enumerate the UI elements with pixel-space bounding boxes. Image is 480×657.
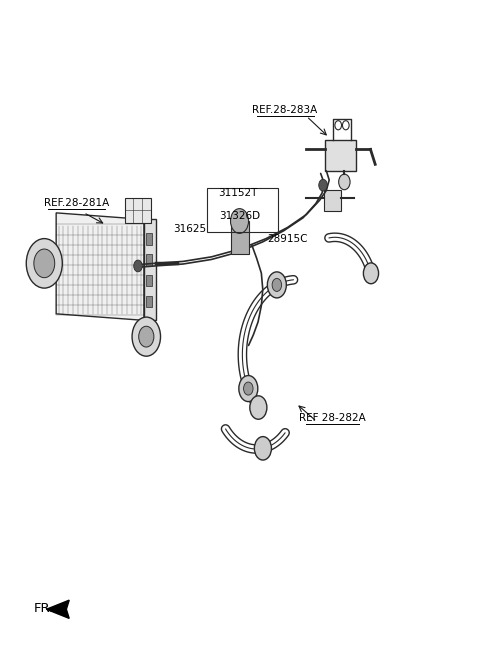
Circle shape xyxy=(139,327,154,347)
Circle shape xyxy=(250,396,267,419)
Bar xyxy=(207,188,278,232)
Circle shape xyxy=(319,179,327,191)
Bar xyxy=(125,198,151,223)
Text: 31152T: 31152T xyxy=(218,188,257,198)
Text: REF 28-282A: REF 28-282A xyxy=(299,413,366,423)
Bar xyxy=(146,275,153,286)
Text: 28915C: 28915C xyxy=(267,234,308,244)
Circle shape xyxy=(230,209,249,233)
Circle shape xyxy=(342,121,349,130)
Circle shape xyxy=(243,382,253,395)
Bar xyxy=(146,233,153,245)
Text: 31625: 31625 xyxy=(174,224,207,234)
Bar xyxy=(146,296,153,307)
Polygon shape xyxy=(47,600,69,618)
Circle shape xyxy=(26,238,62,288)
Circle shape xyxy=(363,263,379,284)
Circle shape xyxy=(272,279,282,292)
Circle shape xyxy=(132,317,160,356)
Bar xyxy=(325,139,356,171)
Circle shape xyxy=(134,260,142,272)
Text: REF.28-281A: REF.28-281A xyxy=(44,198,109,208)
Circle shape xyxy=(335,121,342,130)
Circle shape xyxy=(34,249,55,278)
Text: FR.: FR. xyxy=(34,602,54,615)
Bar xyxy=(324,191,341,212)
Bar xyxy=(146,254,153,265)
Circle shape xyxy=(267,272,287,298)
Bar xyxy=(144,219,156,321)
Circle shape xyxy=(239,376,258,401)
Bar xyxy=(230,221,249,254)
Text: REF.28-283A: REF.28-283A xyxy=(252,105,318,115)
Circle shape xyxy=(339,174,350,190)
Polygon shape xyxy=(56,213,144,321)
Text: 31326D: 31326D xyxy=(219,211,261,221)
Circle shape xyxy=(254,437,272,460)
